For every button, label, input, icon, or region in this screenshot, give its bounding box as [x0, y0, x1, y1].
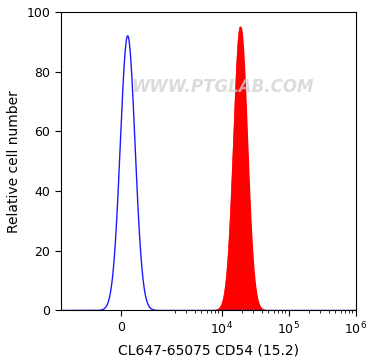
Text: WWW.PTGLAB.COM: WWW.PTGLAB.COM	[132, 78, 314, 96]
Y-axis label: Relative cell number: Relative cell number	[7, 90, 21, 233]
X-axis label: CL647-65075 CD54 (15.2): CL647-65075 CD54 (15.2)	[118, 343, 299, 357]
